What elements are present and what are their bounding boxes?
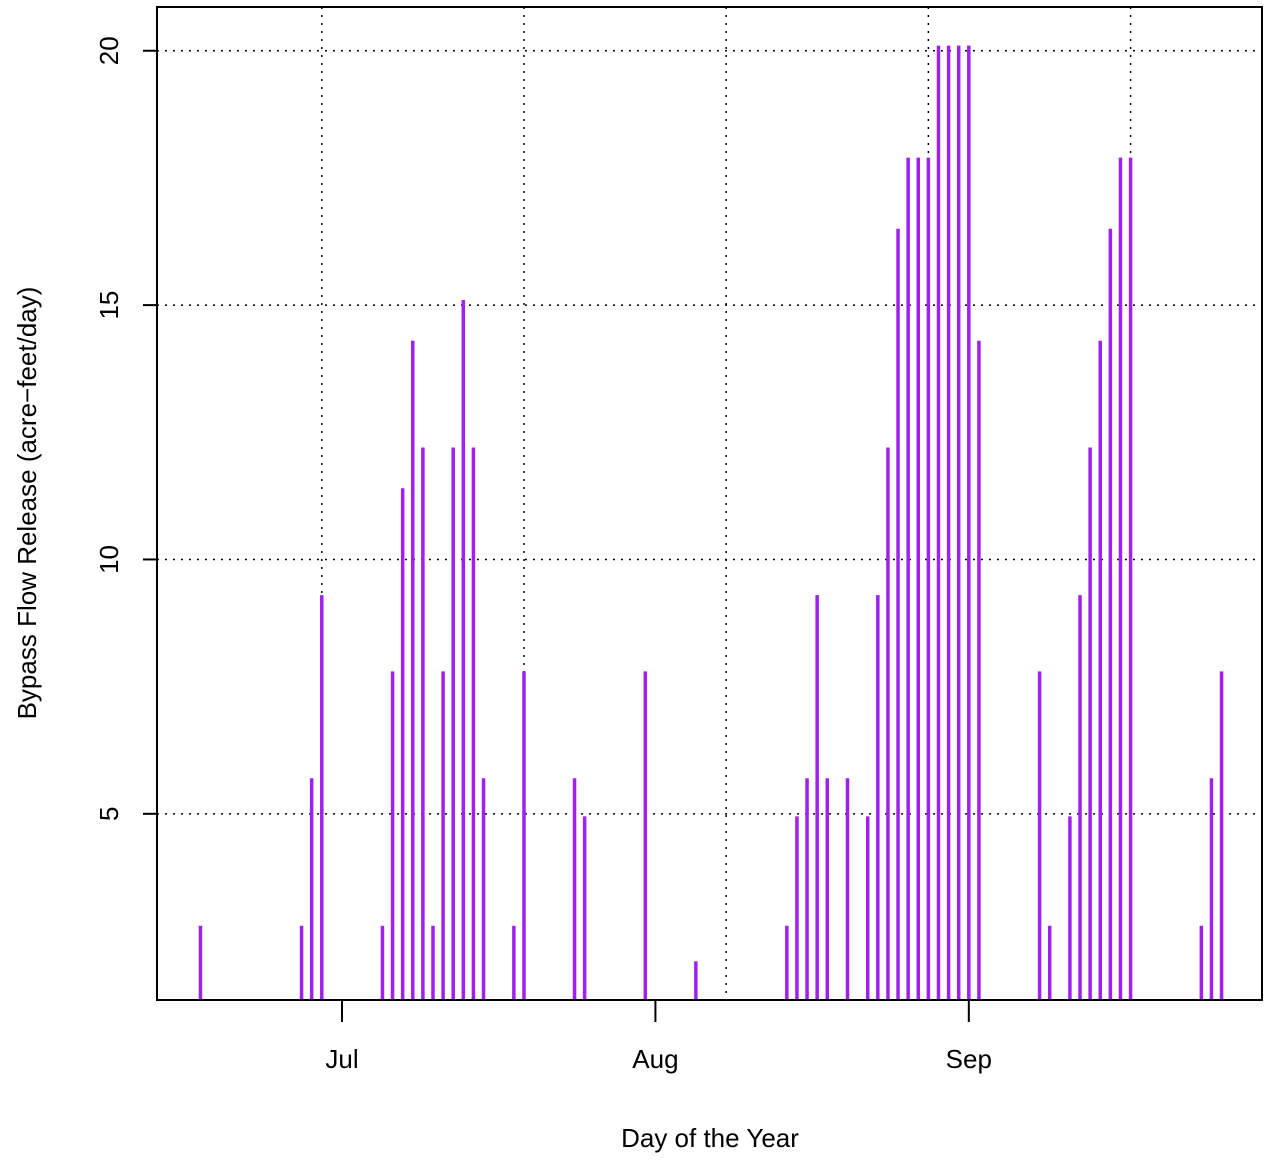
y-tick-label: 15 [94, 291, 124, 320]
y-tick-label: 5 [94, 807, 124, 821]
x-tick-label: Sep [946, 1044, 992, 1074]
x-tick-label: Aug [632, 1044, 678, 1074]
y-tick-label: 20 [94, 36, 124, 65]
y-axis-label: Bypass Flow Release (acre−feet/day) [12, 287, 42, 720]
plot-frame [156, 6, 1263, 1001]
x-axis-label: Day of the Year [621, 1123, 799, 1153]
x-tick-label: Jul [325, 1044, 358, 1074]
y-tick-label: 10 [94, 545, 124, 574]
